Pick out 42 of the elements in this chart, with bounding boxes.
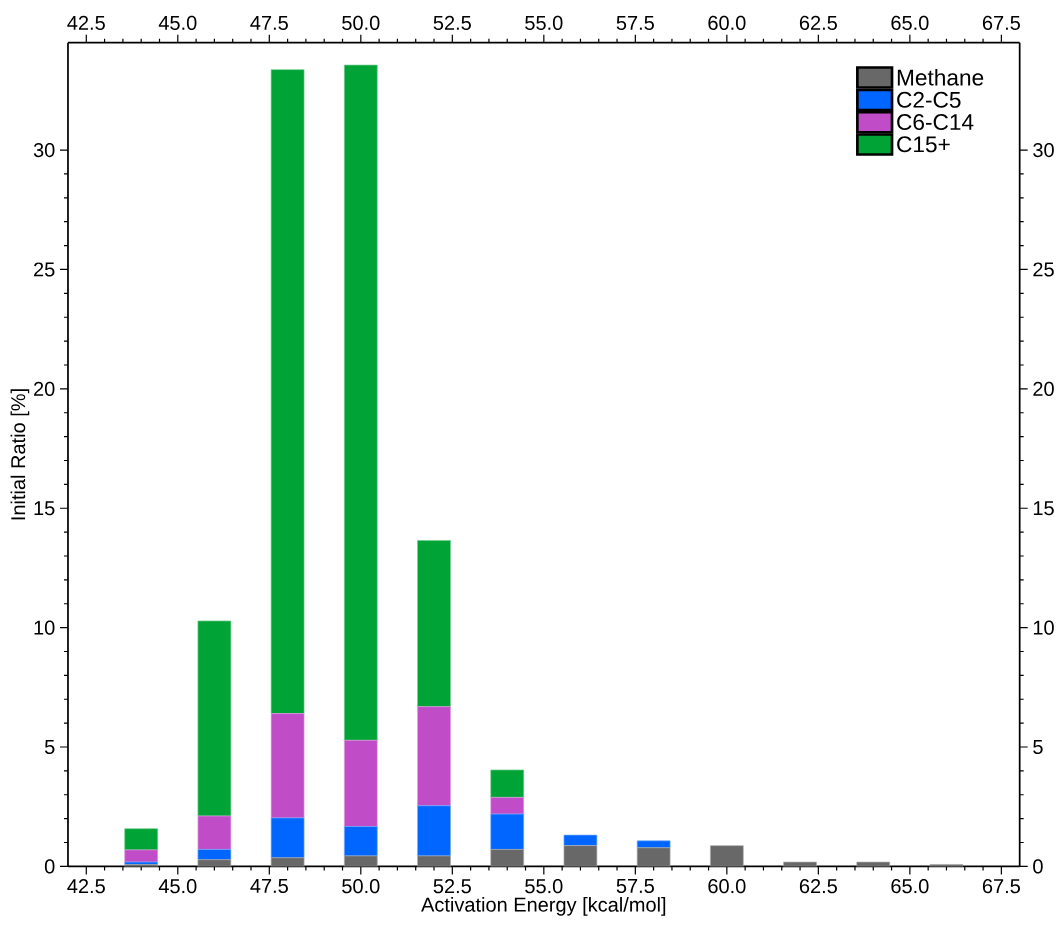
x-tick-label: 50.0 [342, 878, 380, 894]
x2-tick-label: 50.0 [342, 15, 380, 30]
x-tick-label: 42.5 [67, 878, 105, 894]
x2-tick-label: 67.5 [982, 15, 1020, 30]
y2-tick-label: 10 [1033, 620, 1054, 635]
legend-label: C15+ [897, 136, 950, 153]
y2-tick-label: 15 [1033, 501, 1054, 516]
x-tick-label: 45.0 [158, 878, 197, 894]
x2-tick-label: 57.5 [616, 15, 654, 30]
legend-label: C6-C14 [897, 113, 974, 130]
y-tick-label: 30 [33, 142, 55, 157]
y2-tick-label: 0 [1033, 859, 1043, 874]
x-tick-label: 65.0 [891, 878, 929, 894]
x-tick-label: 47.5 [250, 878, 288, 893]
legend-label: Methane [897, 68, 984, 86]
y2-tick-label: 30 [1033, 142, 1054, 157]
x-tick-label: 57.5 [616, 878, 654, 893]
x2-tick-label: 45.0 [158, 15, 197, 30]
y-axis-title: Initial Ratio [%] [10, 389, 30, 520]
y-tick-label: 20 [34, 381, 55, 396]
x-tick-label: 60.0 [708, 878, 746, 894]
y-tick-label: 15 [34, 501, 55, 516]
x-tick-label: 62.5 [799, 878, 837, 894]
y2-tick-label: 5 [1033, 739, 1043, 754]
x2-tick-label: 55.0 [525, 15, 563, 30]
x2-tick-label: 60.0 [708, 15, 746, 30]
x2-tick-label: 47.5 [250, 15, 288, 30]
x2-tick-label: 62.5 [799, 15, 837, 30]
legend-label: C2-C5 [897, 91, 961, 108]
x-tick-label: 67.5 [982, 878, 1020, 894]
x-tick-label: 52.5 [433, 878, 471, 894]
y-tick-label: 10 [34, 620, 55, 635]
y-tick-label: 5 [44, 739, 55, 754]
x2-tick-label: 42.5 [67, 15, 105, 30]
y2-tick-label: 25 [1033, 262, 1054, 277]
y-tick-label: 0 [44, 859, 55, 874]
y-tick-label: 25 [34, 262, 55, 277]
x-tick-label: 55.0 [525, 878, 563, 894]
x2-tick-label: 52.5 [433, 15, 471, 30]
x-axis-title: Activation Energy [kcal/mol] [421, 896, 666, 916]
x2-tick-label: 65.0 [891, 15, 929, 30]
y2-tick-label: 20 [1033, 381, 1054, 396]
